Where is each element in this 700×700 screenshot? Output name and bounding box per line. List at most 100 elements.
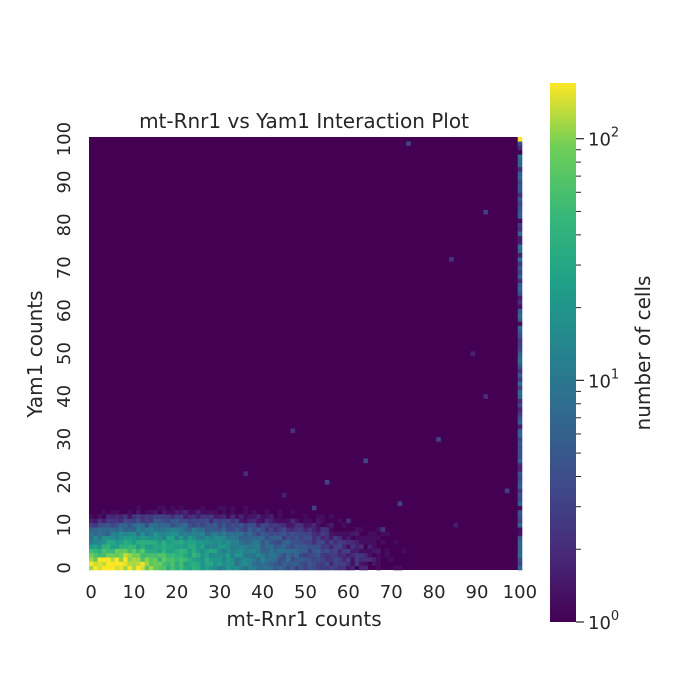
heatmap-cell [329, 548, 334, 554]
heatmap-cell [187, 539, 193, 545]
heatmap-cell [174, 565, 180, 571]
heatmap-cell [114, 509, 120, 515]
heatmap-cell [119, 557, 124, 562]
heatmap-cell [136, 544, 141, 549]
heatmap-cell [290, 539, 296, 545]
heatmap-cell [354, 535, 360, 541]
heatmap-cell [350, 544, 356, 549]
heatmap-cell [311, 557, 317, 562]
heatmap-cell [217, 527, 223, 532]
heatmap-cell [264, 527, 270, 532]
heatmap-cell [273, 557, 278, 562]
heatmap-cell [234, 552, 240, 558]
heatmap-cell [324, 531, 330, 537]
heatmap-cell [101, 509, 107, 515]
heatmap-cell [170, 509, 176, 515]
heatmap-cell [89, 522, 94, 528]
heatmap-cell [367, 535, 373, 541]
heatmap-cell [363, 561, 368, 567]
heatmap-cell [196, 527, 201, 532]
heatmap-cell [277, 518, 283, 524]
heatmap-cell [333, 539, 338, 545]
heatmap-cell [204, 552, 210, 558]
heatmap-edge-cell [517, 479, 523, 485]
heatmap-cell [337, 535, 343, 541]
heatmap-cell [251, 539, 257, 545]
heatmap-cell [243, 548, 248, 554]
heatmap-cell [140, 535, 146, 541]
heatmap-cell [170, 548, 176, 554]
heatmap-cell [286, 535, 291, 541]
heatmap-cell [281, 561, 287, 567]
heatmap-cell [196, 557, 201, 562]
heatmap-cell [256, 527, 261, 532]
heatmap-edge-cell [517, 527, 523, 532]
heatmap-cell [311, 548, 317, 554]
heatmap-cell [239, 557, 244, 562]
heatmap-cell [114, 531, 120, 537]
heatmap-cell [101, 552, 107, 558]
heatmap-cell [290, 428, 296, 434]
heatmap-cell [136, 505, 141, 511]
heatmap-cell [281, 527, 287, 532]
heatmap-cell [209, 509, 214, 515]
heatmap-cell [170, 561, 176, 567]
heatmap-cell [97, 552, 103, 558]
heatmap-edge-cell [517, 184, 523, 189]
heatmap-cell [251, 544, 257, 549]
heatmap-cell [380, 531, 386, 537]
heatmap-cell [89, 548, 94, 554]
heatmap-cell [243, 565, 248, 571]
heatmap-cell [264, 552, 270, 558]
heatmap-cell [350, 531, 356, 537]
heatmap-cell [174, 509, 180, 515]
heatmap-cell [157, 552, 163, 558]
heatmap-cell [153, 561, 158, 567]
heatmap-cell [346, 557, 351, 562]
heatmap-cell [401, 548, 407, 554]
heatmap-cell [320, 565, 326, 571]
heatmap-cell [376, 565, 381, 571]
heatmap-cell [200, 522, 206, 528]
heatmap-cell [316, 565, 321, 571]
heatmap-edge-cell [517, 235, 523, 241]
heatmap-cell [174, 539, 180, 545]
heatmap-cell [161, 518, 167, 524]
heatmap-cell [131, 531, 137, 537]
heatmap-cell [97, 535, 103, 541]
heatmap-cell [144, 522, 150, 528]
heatmap-cell [166, 522, 171, 528]
heatmap-cell [110, 531, 116, 537]
heatmap-cell [359, 535, 364, 541]
heatmap-cell [179, 565, 184, 571]
heatmap-cell [209, 518, 214, 524]
heatmap-cell [337, 557, 343, 562]
heatmap-cell [341, 557, 347, 562]
heatmap-cell [247, 514, 253, 519]
heatmap-cell [101, 544, 107, 549]
heatmap-cell [359, 561, 364, 567]
heatmap-edge-cell [517, 368, 523, 374]
heatmap-cell [114, 539, 120, 545]
heatmap-edge-cell [517, 248, 523, 254]
heatmap-cell [299, 535, 304, 541]
heatmap-cell [286, 539, 291, 545]
heatmap-cell [110, 527, 116, 532]
heatmap-cell [363, 557, 368, 562]
heatmap-cell [123, 557, 128, 562]
heatmap-cell [204, 518, 210, 524]
heatmap-cell [204, 509, 210, 515]
heatmap-cell [234, 561, 240, 567]
heatmap-edge-cell [517, 518, 523, 524]
heatmap-cell [230, 544, 236, 549]
heatmap-cell [363, 565, 368, 571]
heatmap-cell [371, 557, 377, 562]
heatmap-cell [226, 539, 231, 545]
heatmap-cell [350, 552, 356, 558]
heatmap-cell [230, 548, 236, 554]
heatmap-cell [213, 552, 218, 558]
heatmap-cell [286, 561, 291, 567]
heatmap-cell [350, 557, 356, 562]
heatmap-cell [320, 561, 326, 567]
